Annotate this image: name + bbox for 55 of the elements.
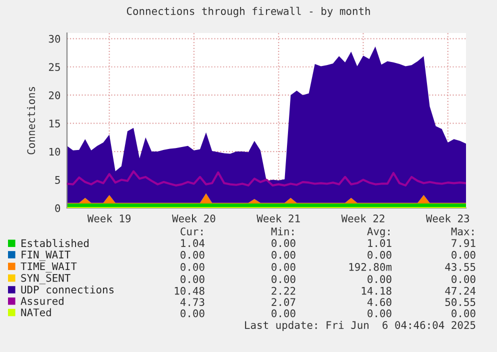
text: 0.00 <box>180 250 204 259</box>
y-axis-title: Connections <box>27 87 36 154</box>
text: Avg: <box>367 228 390 238</box>
x-tick-label: Week 20 <box>172 214 216 222</box>
text: Max: <box>451 228 474 236</box>
text: Cur: <box>180 227 202 236</box>
legend-label: UDP connections <box>21 285 114 294</box>
text: 47.24 <box>445 286 476 295</box>
line-series <box>67 170 466 186</box>
text: 0.00 <box>452 250 476 259</box>
legend-label: FIN_WAIT <box>22 250 70 261</box>
text: 50.55 <box>445 298 476 306</box>
text: 2.22 <box>272 286 296 295</box>
legend-label: SYN_SENT <box>21 274 70 284</box>
text: 2.07 <box>272 298 296 306</box>
text: 0.00 <box>452 309 476 318</box>
y-tick-label: 20 <box>48 91 60 100</box>
text: 4.60 <box>367 298 392 306</box>
text: 0.00 <box>272 309 296 318</box>
text: 14.18 <box>362 286 392 295</box>
text: 7.91 <box>452 239 476 248</box>
y-tick-label: 25 <box>48 63 60 72</box>
text: 0.00 <box>180 309 204 318</box>
text: 0.00 <box>272 263 296 271</box>
legend-label: NATed <box>21 308 51 316</box>
y-tick-label: 30 <box>48 34 60 43</box>
text: Min: <box>271 227 294 236</box>
legend-label: Assured <box>20 296 64 305</box>
text: Last update: Fri Jun 6 04:46:04 2025 <box>245 320 476 331</box>
y-tick-label: 15 <box>49 120 60 128</box>
x-tick-label: Week 22 <box>341 214 384 222</box>
text: 0.00 <box>272 275 296 284</box>
text: 43.55 <box>445 263 476 271</box>
text: 192.80m <box>349 263 392 271</box>
text: 0.00 <box>368 275 392 284</box>
legend-label: Established <box>22 239 89 248</box>
text: 0.00 <box>180 275 204 284</box>
text: 0.00 <box>368 250 392 259</box>
x-tick-label: Week 19 <box>87 214 131 222</box>
y-tick-label: 10 <box>49 148 60 156</box>
text: 4.73 <box>180 298 204 306</box>
y-tick-label: 0 <box>55 204 60 212</box>
text: 1.01 <box>368 239 392 248</box>
text: 0.00 <box>180 263 204 271</box>
chart-title: Connections through firewall - by month <box>126 6 370 18</box>
text: 10.48 <box>174 286 204 295</box>
text: 0.00 <box>452 275 476 284</box>
x-tick-label: Week 21 <box>256 214 300 222</box>
y-tick-label: 5 <box>55 176 60 184</box>
text: 0.00 <box>272 239 296 248</box>
text: 1.04 <box>181 239 205 248</box>
text: 0.00 <box>368 309 392 318</box>
legend-label: TIME_WAIT <box>20 262 77 272</box>
x-tick-label: Week 23 <box>426 214 470 222</box>
text: 0.00 <box>272 250 296 259</box>
